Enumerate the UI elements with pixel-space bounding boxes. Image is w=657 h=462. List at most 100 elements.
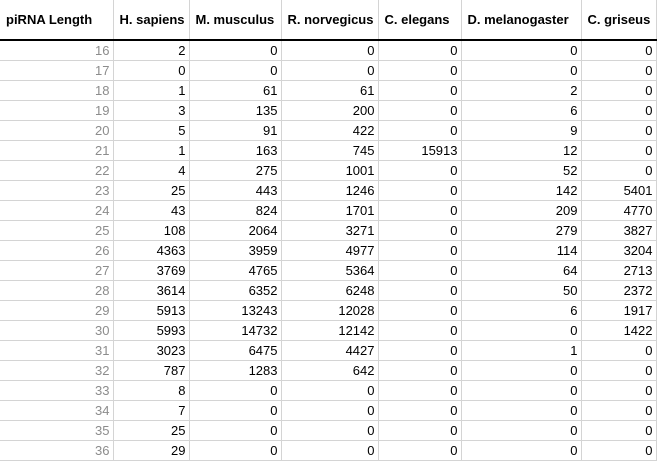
- cell-m-musculus[interactable]: 0: [189, 400, 282, 421]
- cell-h-sapiens[interactable]: 29: [113, 440, 190, 461]
- cell-c-griseus[interactable]: 0: [581, 120, 657, 141]
- cell-h-sapiens[interactable]: 4363: [113, 240, 190, 261]
- cell-d-melanogaster[interactable]: 6: [461, 100, 582, 121]
- cell-r-norvegicus[interactable]: 61: [281, 80, 379, 101]
- cell-m-musculus[interactable]: 0: [189, 440, 282, 461]
- cell-length[interactable]: 31: [0, 340, 114, 361]
- cell-r-norvegicus[interactable]: 4427: [281, 340, 379, 361]
- cell-c-griseus[interactable]: 0: [581, 400, 657, 421]
- cell-m-musculus[interactable]: 135: [189, 100, 282, 121]
- cell-d-melanogaster[interactable]: 0: [461, 440, 582, 461]
- cell-d-melanogaster[interactable]: 114: [461, 240, 582, 261]
- cell-h-sapiens[interactable]: 787: [113, 360, 190, 381]
- cell-length[interactable]: 32: [0, 360, 114, 381]
- cell-m-musculus[interactable]: 0: [189, 420, 282, 441]
- cell-d-melanogaster[interactable]: 50: [461, 280, 582, 301]
- cell-h-sapiens[interactable]: 1: [113, 80, 190, 101]
- cell-c-griseus[interactable]: 0: [581, 160, 657, 181]
- cell-r-norvegicus[interactable]: 200: [281, 100, 379, 121]
- cell-c-elegans[interactable]: 0: [378, 420, 462, 441]
- cell-c-griseus[interactable]: 0: [581, 440, 657, 461]
- cell-d-melanogaster[interactable]: 142: [461, 180, 582, 201]
- cell-c-griseus[interactable]: 3204: [581, 240, 657, 261]
- cell-r-norvegicus[interactable]: 0: [281, 380, 379, 401]
- cell-c-griseus[interactable]: 0: [581, 340, 657, 361]
- cell-length[interactable]: 25: [0, 220, 114, 241]
- header-m-musculus[interactable]: M. musculus: [189, 0, 282, 41]
- cell-c-elegans[interactable]: 0: [378, 320, 462, 341]
- cell-c-griseus[interactable]: 0: [581, 360, 657, 381]
- cell-m-musculus[interactable]: 1283: [189, 360, 282, 381]
- cell-length[interactable]: 19: [0, 100, 114, 121]
- cell-c-griseus[interactable]: 0: [581, 420, 657, 441]
- cell-h-sapiens[interactable]: 5913: [113, 300, 190, 321]
- header-r-norvegicus[interactable]: R. norvegicus: [281, 0, 379, 41]
- cell-length[interactable]: 26: [0, 240, 114, 261]
- cell-m-musculus[interactable]: 275: [189, 160, 282, 181]
- cell-d-melanogaster[interactable]: 52: [461, 160, 582, 181]
- cell-length[interactable]: 23: [0, 180, 114, 201]
- cell-length[interactable]: 21: [0, 140, 114, 161]
- cell-d-melanogaster[interactable]: 0: [461, 420, 582, 441]
- cell-length[interactable]: 35: [0, 420, 114, 441]
- cell-m-musculus[interactable]: 3959: [189, 240, 282, 261]
- cell-length[interactable]: 33: [0, 380, 114, 401]
- cell-d-melanogaster[interactable]: 0: [461, 60, 582, 81]
- cell-h-sapiens[interactable]: 7: [113, 400, 190, 421]
- cell-d-melanogaster[interactable]: 9: [461, 120, 582, 141]
- cell-m-musculus[interactable]: 6352: [189, 280, 282, 301]
- cell-m-musculus[interactable]: 6475: [189, 340, 282, 361]
- cell-m-musculus[interactable]: 91: [189, 120, 282, 141]
- cell-h-sapiens[interactable]: 3023: [113, 340, 190, 361]
- cell-c-elegans[interactable]: 0: [378, 180, 462, 201]
- cell-c-elegans[interactable]: 0: [378, 340, 462, 361]
- cell-r-norvegicus[interactable]: 745: [281, 140, 379, 161]
- cell-length[interactable]: 22: [0, 160, 114, 181]
- cell-c-elegans[interactable]: 0: [378, 120, 462, 141]
- cell-m-musculus[interactable]: 4765: [189, 260, 282, 281]
- cell-c-griseus[interactable]: 1422: [581, 320, 657, 341]
- cell-m-musculus[interactable]: 443: [189, 180, 282, 201]
- cell-m-musculus[interactable]: 0: [189, 40, 282, 61]
- cell-d-melanogaster[interactable]: 0: [461, 380, 582, 401]
- cell-c-griseus[interactable]: 0: [581, 140, 657, 161]
- cell-c-elegans[interactable]: 0: [378, 220, 462, 241]
- cell-d-melanogaster[interactable]: 12: [461, 140, 582, 161]
- cell-r-norvegicus[interactable]: 6248: [281, 280, 379, 301]
- cell-c-griseus[interactable]: 5401: [581, 180, 657, 201]
- cell-m-musculus[interactable]: 2064: [189, 220, 282, 241]
- cell-h-sapiens[interactable]: 2: [113, 40, 190, 61]
- cell-c-griseus[interactable]: 4770: [581, 200, 657, 221]
- cell-c-elegans[interactable]: 0: [378, 360, 462, 381]
- cell-h-sapiens[interactable]: 3769: [113, 260, 190, 281]
- cell-r-norvegicus[interactable]: 0: [281, 40, 379, 61]
- cell-c-griseus[interactable]: 0: [581, 380, 657, 401]
- cell-h-sapiens[interactable]: 8: [113, 380, 190, 401]
- cell-m-musculus[interactable]: 0: [189, 380, 282, 401]
- cell-r-norvegicus[interactable]: 0: [281, 400, 379, 421]
- cell-d-melanogaster[interactable]: 0: [461, 320, 582, 341]
- cell-r-norvegicus[interactable]: 422: [281, 120, 379, 141]
- cell-h-sapiens[interactable]: 4: [113, 160, 190, 181]
- cell-c-griseus[interactable]: 0: [581, 40, 657, 61]
- cell-h-sapiens[interactable]: 25: [113, 420, 190, 441]
- cell-c-elegans[interactable]: 15913: [378, 140, 462, 161]
- header-h-sapiens[interactable]: H. sapiens: [113, 0, 190, 41]
- cell-c-elegans[interactable]: 0: [378, 400, 462, 421]
- cell-h-sapiens[interactable]: 5: [113, 120, 190, 141]
- cell-d-melanogaster[interactable]: 0: [461, 40, 582, 61]
- cell-length[interactable]: 30: [0, 320, 114, 341]
- cell-length[interactable]: 17: [0, 60, 114, 81]
- cell-c-griseus[interactable]: 2713: [581, 260, 657, 281]
- cell-r-norvegicus[interactable]: 1701: [281, 200, 379, 221]
- cell-length[interactable]: 27: [0, 260, 114, 281]
- cell-m-musculus[interactable]: 14732: [189, 320, 282, 341]
- cell-d-melanogaster[interactable]: 0: [461, 360, 582, 381]
- cell-c-griseus[interactable]: 3827: [581, 220, 657, 241]
- cell-c-griseus[interactable]: 0: [581, 80, 657, 101]
- cell-c-elegans[interactable]: 0: [378, 240, 462, 261]
- cell-r-norvegicus[interactable]: 12028: [281, 300, 379, 321]
- cell-length[interactable]: 18: [0, 80, 114, 101]
- cell-c-griseus[interactable]: 1917: [581, 300, 657, 321]
- cell-h-sapiens[interactable]: 43: [113, 200, 190, 221]
